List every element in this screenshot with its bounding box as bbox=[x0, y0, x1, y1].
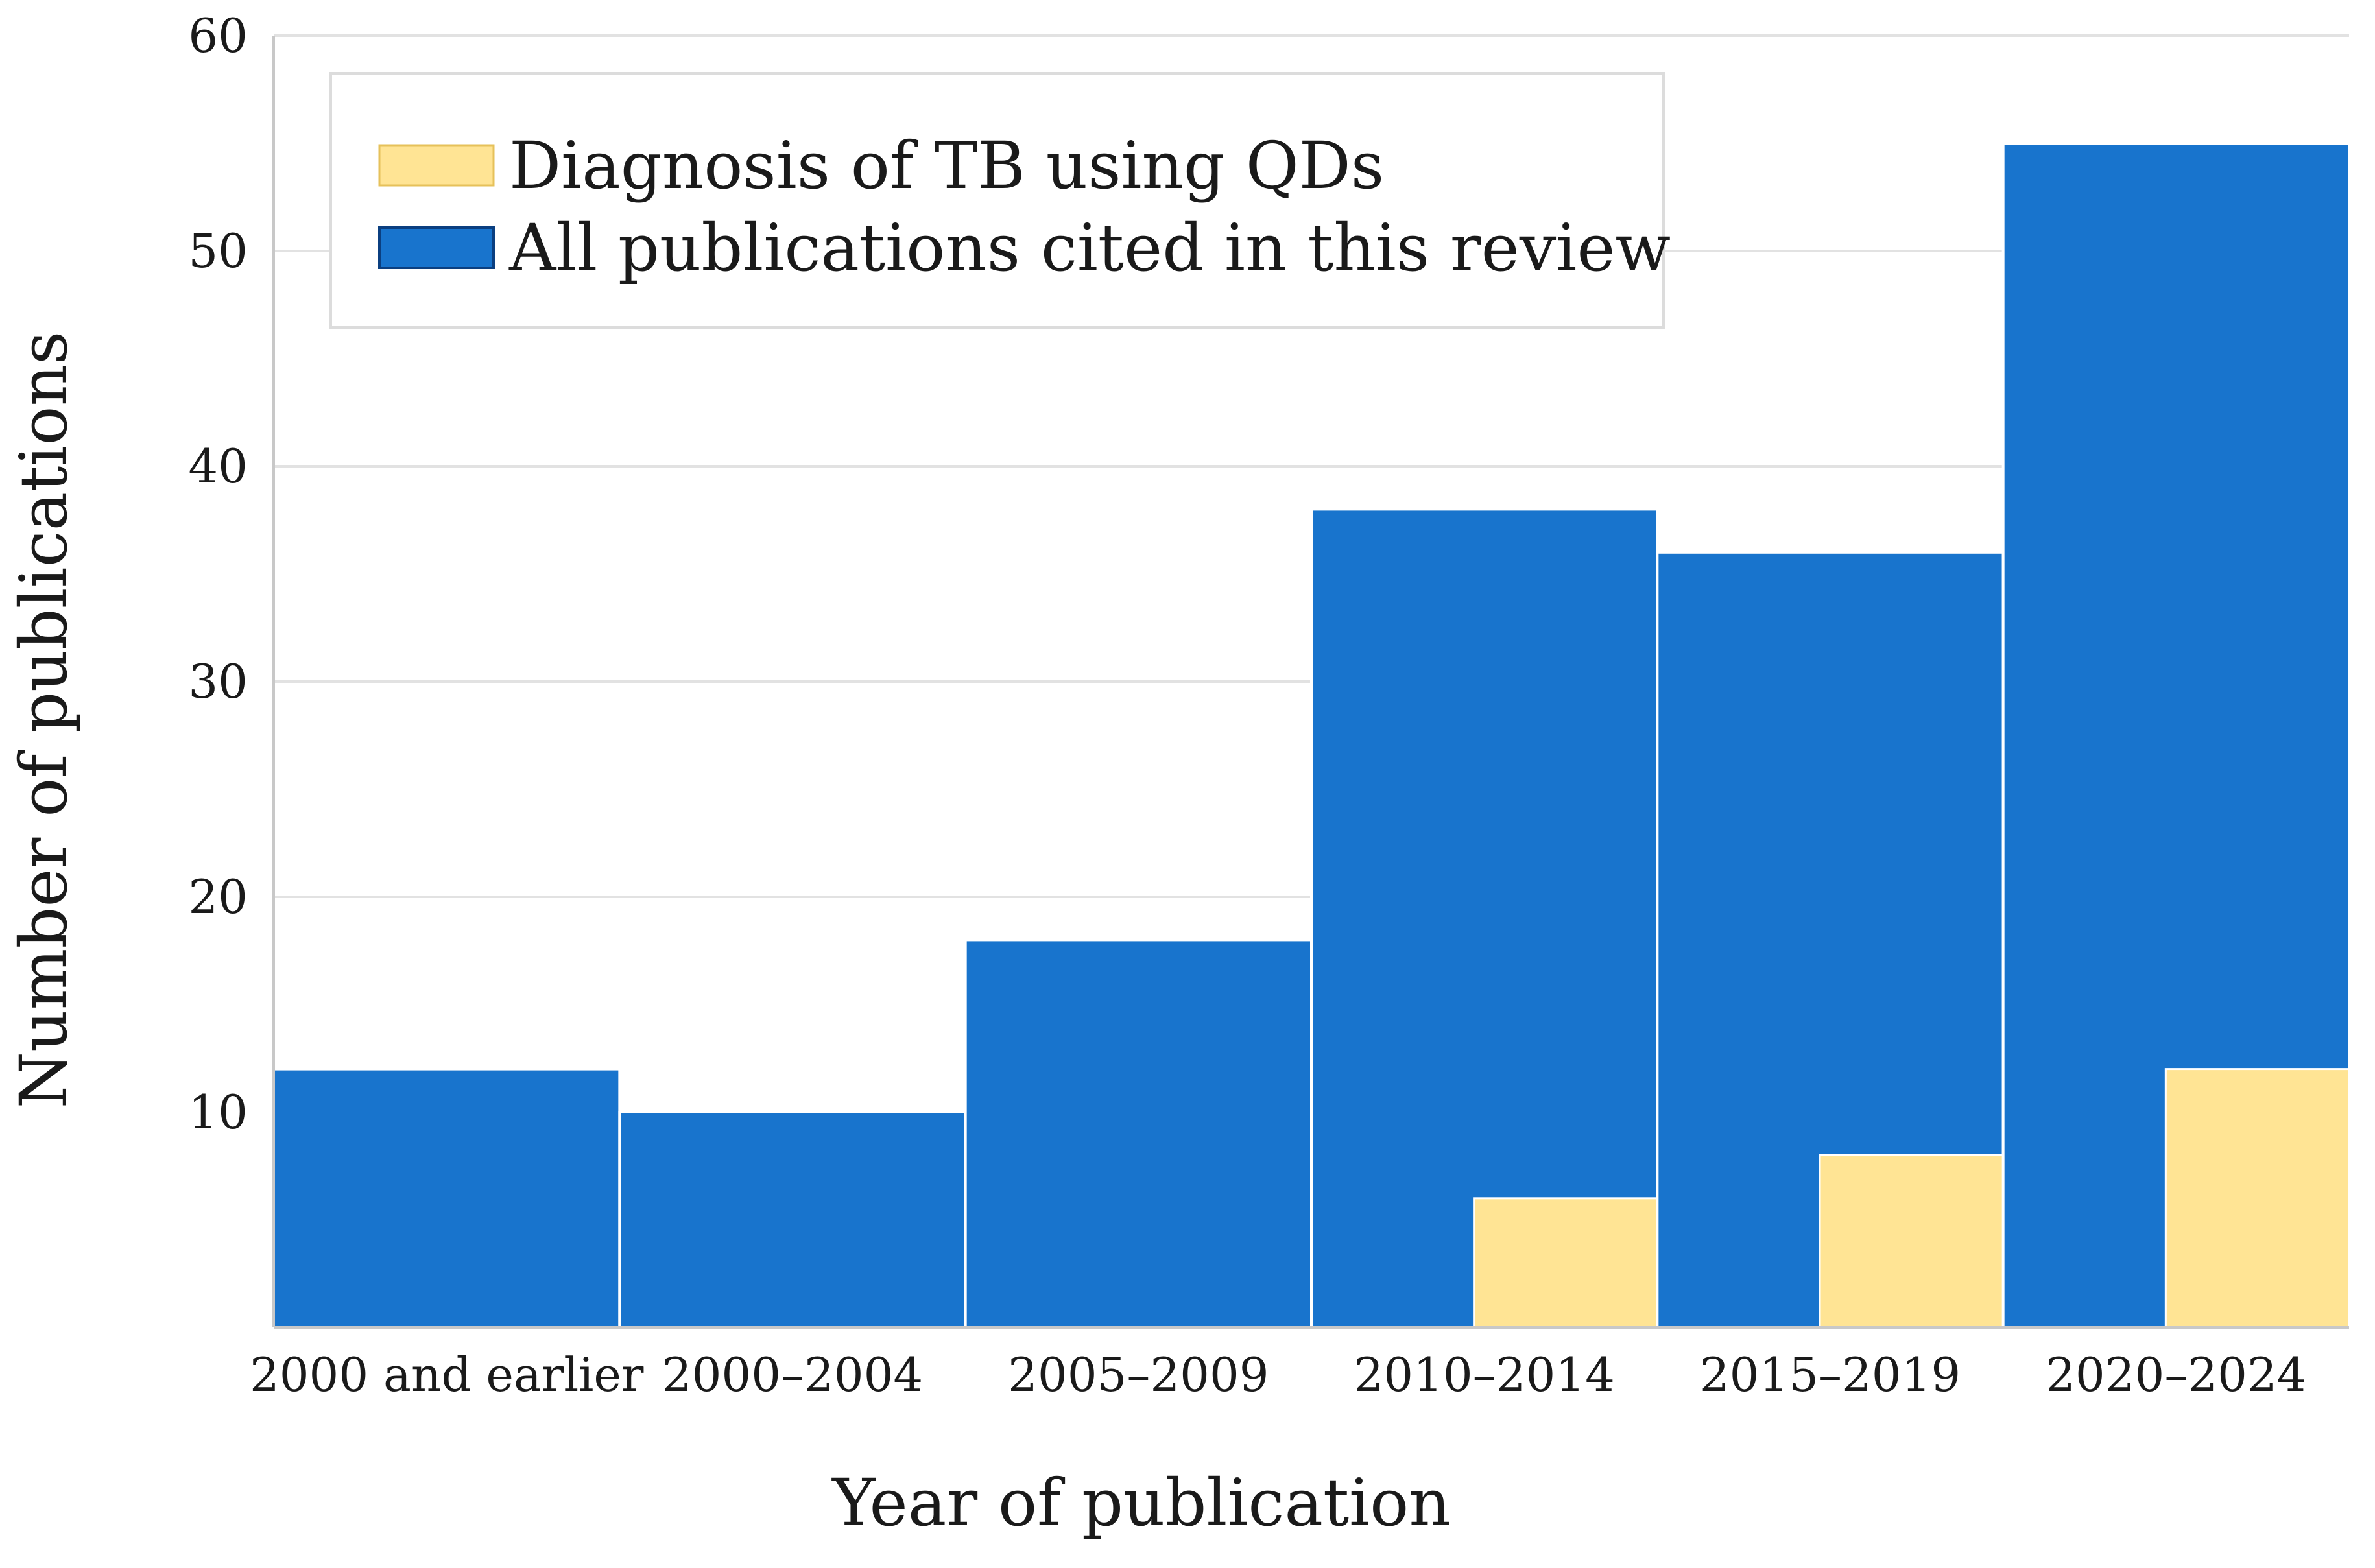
y-tick-label-40: 40 bbox=[188, 439, 248, 493]
y-tick-label-60: 60 bbox=[188, 8, 248, 63]
legend-swatch-all-publications bbox=[378, 226, 495, 269]
legend-label-diagnosis: Diagnosis of TB using QDs bbox=[509, 128, 1384, 204]
bar-diagnosis-5 bbox=[2164, 1068, 2350, 1329]
tick-labels: 10 20 30 40 50 60 2000 and earlier 2000–2004 200… bbox=[188, 8, 2306, 1402]
x-tick-label-3: 2010–2014 bbox=[1354, 1348, 1614, 1402]
bar-all-publications-2 bbox=[964, 938, 1313, 1329]
legend-box bbox=[329, 72, 1665, 329]
bar-all-publications-0 bbox=[272, 1067, 621, 1329]
bar-diagnosis-3 bbox=[1473, 1197, 1658, 1329]
bar-diagnosis-4 bbox=[1819, 1154, 2005, 1329]
legend-label-all-publications: All publications cited in this review bbox=[508, 210, 1671, 286]
y-tick-label-20: 20 bbox=[188, 870, 248, 924]
legend-swatch-diagnosis bbox=[378, 144, 495, 187]
y-axis-title: Number of publications bbox=[6, 331, 82, 1109]
axes bbox=[272, 36, 2349, 1329]
y-tick-label-10: 10 bbox=[188, 1085, 248, 1139]
x-tick-label-1: 2000–2004 bbox=[662, 1348, 923, 1402]
bars bbox=[272, 142, 2351, 1329]
x-tick-label-0: 2000 and earlier bbox=[250, 1348, 644, 1402]
x-tick-label-5: 2020–2024 bbox=[2046, 1348, 2306, 1402]
y-tick-label-30: 30 bbox=[188, 654, 248, 709]
bar-all-publications-3 bbox=[1310, 508, 1659, 1329]
legend: Diagnosis of TB using QDs All publicatio… bbox=[329, 72, 1671, 329]
x-axis-title: Year of publication bbox=[831, 1465, 1451, 1541]
x-tick-label-2: 2005–2009 bbox=[1008, 1348, 1269, 1402]
y-tick-label-50: 50 bbox=[188, 224, 248, 278]
x-tick-label-4: 2015–2019 bbox=[1700, 1348, 1961, 1402]
bar-all-publications-1 bbox=[618, 1111, 967, 1329]
